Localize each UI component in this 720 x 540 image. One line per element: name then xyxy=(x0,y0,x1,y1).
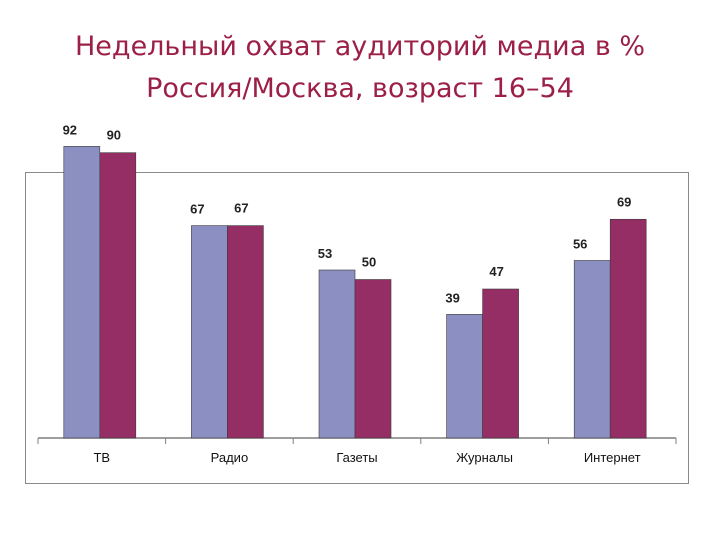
bar-b xyxy=(609,218,647,439)
data-label: 69 xyxy=(617,194,631,209)
data-label: 50 xyxy=(362,255,376,270)
bar-b xyxy=(354,279,392,439)
bar-b xyxy=(482,288,519,439)
data-label: 90 xyxy=(107,128,121,143)
page-title: Недельный охват аудиторий медиа в % Росс… xyxy=(0,26,720,110)
data-label: 67 xyxy=(234,201,248,216)
data-label: 53 xyxy=(318,246,332,261)
data-label: 47 xyxy=(489,264,503,279)
category-label: Журналы xyxy=(456,450,513,465)
category-label: Радио xyxy=(211,450,249,465)
bar-b xyxy=(227,225,264,439)
data-label: 39 xyxy=(445,290,459,305)
data-label: 92 xyxy=(63,122,77,137)
category-label: ТВ xyxy=(93,450,110,465)
bar-a xyxy=(446,314,483,439)
data-label: 56 xyxy=(573,236,587,251)
category-label: Интернет xyxy=(584,450,641,465)
title-line-1: Недельный охват аудиторий медиа в % xyxy=(74,31,645,62)
bar-a xyxy=(63,146,101,439)
bar-a xyxy=(318,269,356,439)
title-line-2: Россия/Москва, возраст 16–54 xyxy=(146,73,574,104)
bar-b xyxy=(99,152,137,439)
data-label: 67 xyxy=(190,202,204,217)
bar-a xyxy=(573,260,611,439)
bar-a xyxy=(191,225,228,439)
category-label: Газеты xyxy=(336,450,377,465)
